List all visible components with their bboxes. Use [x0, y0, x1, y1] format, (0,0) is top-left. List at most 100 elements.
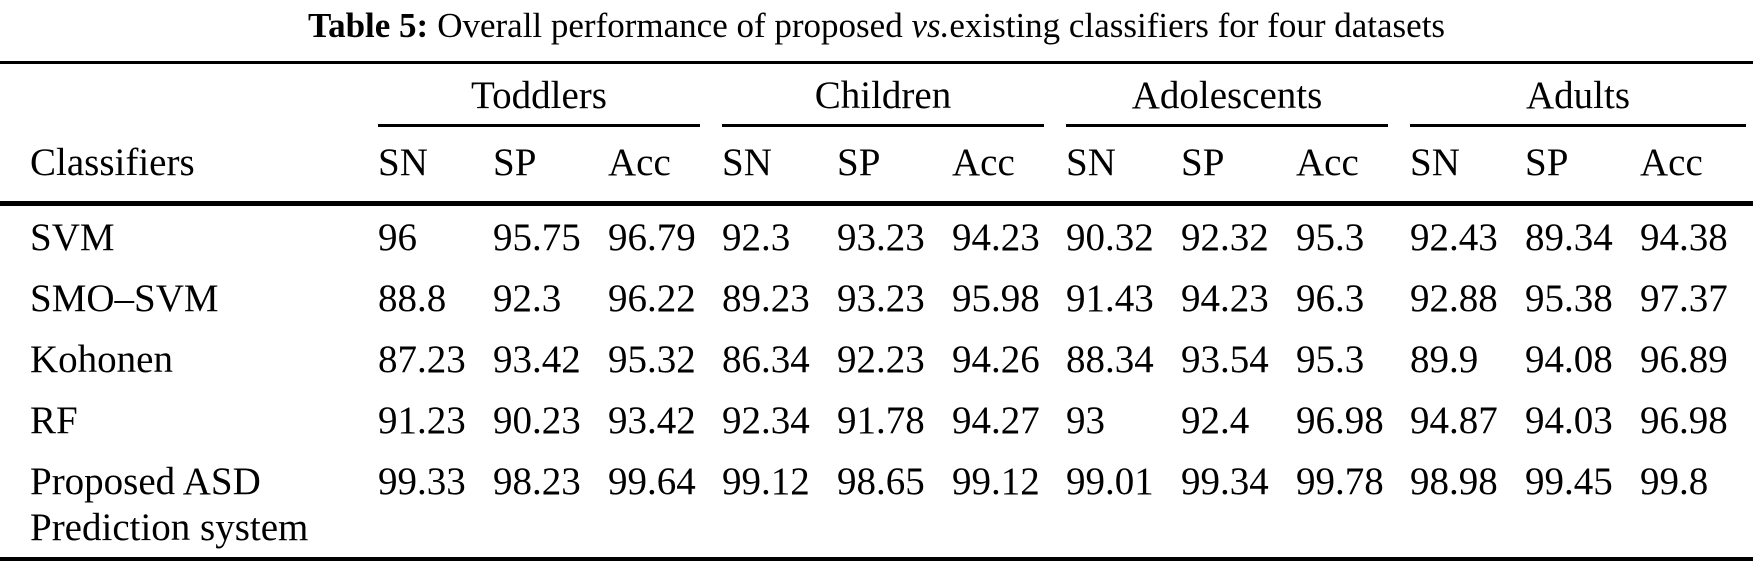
row-label-svm: SVM: [30, 216, 115, 259]
table-caption-vs: vs.: [911, 6, 950, 45]
metric-header-acc: Acc: [1296, 127, 1410, 206]
table-cell: 99.12: [952, 460, 1040, 503]
table-cell: 95.3: [1296, 338, 1365, 381]
table-row-proposed-asd: Proposed ASD Prediction system 99.33 98.…: [0, 450, 1753, 559]
table-cell: 92.3: [493, 277, 562, 320]
table-cell: 91.23: [378, 399, 466, 442]
table-cell: 92.34: [722, 399, 810, 442]
group-header-toddlers-label: Toddlers: [378, 73, 700, 127]
metric-header-sn: SN: [378, 127, 493, 206]
table-row-svm: SVM 96 95.75 96.79 92.3 93.23 94.23 90.3…: [0, 204, 1753, 268]
table-cell: 92.3: [722, 216, 791, 259]
table-cell: 92.4: [1181, 399, 1250, 442]
table-cell: 95.3: [1296, 216, 1365, 259]
table-caption-text-end: existing classifiers for four datasets: [949, 6, 1446, 45]
metric-header-acc: Acc: [952, 127, 1066, 206]
metric-header-row: Classifiers SN SP Acc SN SP Acc SN SP Ac…: [0, 127, 1753, 206]
group-header-adults-label: Adults: [1410, 73, 1747, 127]
table-cell: 94.23: [952, 216, 1040, 259]
table-cell: 86.34: [722, 338, 810, 381]
table-cell: 93.42: [608, 399, 696, 442]
table-cell: 95.38: [1525, 277, 1613, 320]
table-cell: 90.23: [493, 399, 581, 442]
table-cell: 88.34: [1066, 338, 1154, 381]
row-label-smo-svm: SMO–SVM: [30, 277, 219, 320]
table-caption-label: Table 5:: [307, 6, 429, 45]
row-label-rf: RF: [30, 399, 78, 442]
table-cell: 92.32: [1181, 216, 1269, 259]
table-cell: 98.23: [493, 460, 581, 503]
table-cell: 94.38: [1640, 216, 1728, 259]
metric-header-acc: Acc: [608, 127, 722, 206]
table-cell: 96.22: [608, 277, 696, 320]
table-row-rf: RF 91.23 90.23 93.42 92.34 91.78 94.27 9…: [0, 389, 1753, 450]
table-cell: 94.03: [1525, 399, 1613, 442]
table-cell: 89.34: [1525, 216, 1613, 259]
table-cell: 99.45: [1525, 460, 1613, 503]
group-header-children-label: Children: [722, 73, 1044, 127]
table-cell: 99.64: [608, 460, 696, 503]
metric-header-sn: SN: [722, 127, 837, 206]
row-label-kohonen: Kohonen: [30, 338, 173, 381]
table-cell: 90.32: [1066, 216, 1154, 259]
group-header-adolescents: Adolescents: [1066, 63, 1410, 127]
table-cell: 92.88: [1410, 277, 1498, 320]
table-cell: 96.79: [608, 216, 696, 259]
metric-header-sp: SP: [493, 127, 608, 206]
classifiers-column-header: Classifiers: [0, 127, 378, 206]
table-cell: 99.8: [1640, 460, 1709, 503]
row-label-proposed-asd: Proposed ASD Prediction system: [30, 460, 309, 549]
group-header-children: Children: [722, 63, 1066, 127]
table-cell: 92.43: [1410, 216, 1498, 259]
table-cell: 87.23: [378, 338, 466, 381]
table-cell: 94.27: [952, 399, 1040, 442]
table-caption-text: Overall performance of proposed: [437, 6, 912, 45]
table-cell: 99.12: [722, 460, 810, 503]
performance-table: Toddlers Children Adolescents Adults Cla…: [0, 61, 1753, 561]
group-header-adolescents-label: Adolescents: [1066, 73, 1388, 127]
table-cell: 98.65: [837, 460, 925, 503]
metric-header-acc: Acc: [1640, 127, 1753, 206]
metric-header-sp: SP: [1181, 127, 1296, 206]
table-cell: 94.26: [952, 338, 1040, 381]
table-cell: 91.43: [1066, 277, 1154, 320]
table-caption: Table 5: Overall performance of proposed …: [0, 0, 1753, 50]
table-cell: 94.23: [1181, 277, 1269, 320]
metric-header-sp: SP: [1525, 127, 1640, 206]
table-cell: 97.37: [1640, 277, 1728, 320]
table-cell: 99.78: [1296, 460, 1384, 503]
table-cell: 94.87: [1410, 399, 1498, 442]
table-cell: 93: [1066, 399, 1105, 442]
table-cell: 96.89: [1640, 338, 1728, 381]
table-cell: 99.33: [378, 460, 466, 503]
group-header-adults: Adults: [1410, 63, 1753, 127]
table-cell: 93.54: [1181, 338, 1269, 381]
table-row-smo-svm: SMO–SVM 88.8 92.3 96.22 89.23 93.23 95.9…: [0, 267, 1753, 328]
table-cell: 92.23: [837, 338, 925, 381]
group-header-row: Toddlers Children Adolescents Adults: [0, 63, 1753, 127]
table-cell: 94.08: [1525, 338, 1613, 381]
table-cell: 88.8: [378, 277, 447, 320]
table-cell: 96.98: [1640, 399, 1728, 442]
table-cell: 96.98: [1296, 399, 1384, 442]
table-cell: 95.98: [952, 277, 1040, 320]
metric-header-sp: SP: [837, 127, 952, 206]
metric-header-sn: SN: [1410, 127, 1525, 206]
table-row-kohonen: Kohonen 87.23 93.42 95.32 86.34 92.23 94…: [0, 328, 1753, 389]
table-cell: 96.3: [1296, 277, 1365, 320]
table-cell: 98.98: [1410, 460, 1498, 503]
metric-header-sn: SN: [1066, 127, 1181, 206]
table-cell: 93.23: [837, 216, 925, 259]
table-cell: 89.9: [1410, 338, 1479, 381]
table-cell: 93.23: [837, 277, 925, 320]
table-cell: 99.34: [1181, 460, 1269, 503]
table-cell: 95.75: [493, 216, 581, 259]
table-cell: 91.78: [837, 399, 925, 442]
table-cell: 96: [378, 216, 417, 259]
table-cell: 95.32: [608, 338, 696, 381]
table-cell: 93.42: [493, 338, 581, 381]
table-cell: 89.23: [722, 277, 810, 320]
table-cell: 99.01: [1066, 460, 1154, 503]
group-header-toddlers: Toddlers: [378, 63, 722, 127]
